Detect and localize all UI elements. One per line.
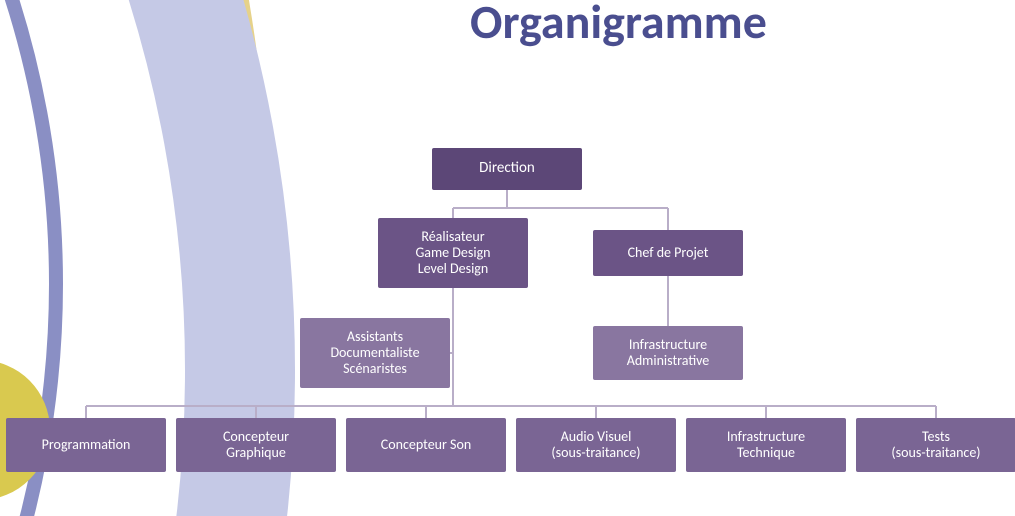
node-concepteur-son: Concepteur Son	[346, 418, 506, 472]
node-label: Direction	[479, 160, 535, 177]
node-audio-visuel: Audio Visuel (sous-traitance)	[516, 418, 676, 472]
node-concepteur-graphique: Concepteur Graphique	[176, 418, 336, 472]
node-chef-de-projet: Chef de Projet	[593, 230, 743, 276]
node-label: Chef de Projet	[628, 245, 709, 261]
node-label: Programmation	[42, 437, 131, 453]
node-label-lines: Audio Visuel (sous-traitance)	[551, 429, 640, 461]
node-infra-technique: Infrastructure Technique	[686, 418, 846, 472]
node-label-lines: Infrastructure Technique	[727, 429, 805, 461]
node-label-lines: Concepteur Graphique	[223, 429, 289, 461]
node-infra-administrative: Infrastructure Administrative	[593, 326, 743, 380]
page-title: Organigramme	[470, 0, 767, 51]
node-assistants: Assistants Documentaliste Scénaristes	[300, 318, 450, 388]
node-programmation: Programmation	[6, 418, 166, 472]
node-label-lines: Infrastructure Administrative	[627, 337, 710, 369]
node-label: Concepteur Son	[381, 437, 471, 453]
node-label-lines: Tests (sous-traitance)	[891, 429, 980, 461]
node-realisateur: Réalisateur Game Design Level Design	[378, 218, 528, 288]
org-chart-stage: Organigramme Direction Réalisateur Game …	[0, 0, 1015, 516]
node-label-lines: Réalisateur Game Design Level Design	[415, 229, 490, 277]
node-direction: Direction	[432, 148, 582, 190]
node-label-lines: Assistants Documentaliste Scénaristes	[330, 329, 419, 377]
node-tests: Tests (sous-traitance)	[856, 418, 1015, 472]
